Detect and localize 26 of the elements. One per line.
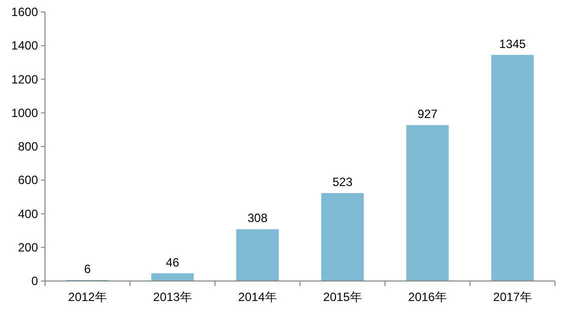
bar [151, 273, 194, 281]
x-tick-label: 2014年 [238, 290, 277, 304]
x-tick-label: 2016年 [408, 290, 447, 304]
bar [491, 54, 534, 281]
bar [236, 229, 279, 281]
data-label: 523 [332, 175, 353, 190]
y-tick-label: 400 [18, 206, 38, 221]
bar [321, 193, 364, 281]
data-label: 927 [417, 107, 438, 122]
y-tick-label: 200 [18, 240, 38, 254]
data-label: 6 [84, 262, 92, 276]
x-tick-label: 2013年 [153, 290, 192, 304]
x-tick-label: 2015年 [323, 290, 362, 304]
data-label: 46 [166, 255, 180, 270]
y-tick-label: 600 [18, 173, 38, 188]
y-tick-label: 0 [31, 274, 38, 288]
y-tick-label: 1200 [11, 72, 38, 86]
y-tick-label: 1400 [11, 38, 38, 53]
y-tick-label: 800 [18, 140, 38, 154]
y-tick-label: 1000 [11, 106, 38, 120]
bar [406, 125, 449, 281]
x-tick-label: 2012年 [68, 290, 107, 304]
y-tick-label: 1600 [11, 5, 38, 19]
data-label: 308 [247, 211, 268, 226]
x-tick-label: 2017年 [493, 290, 532, 304]
data-label: 1345 [499, 36, 526, 51]
